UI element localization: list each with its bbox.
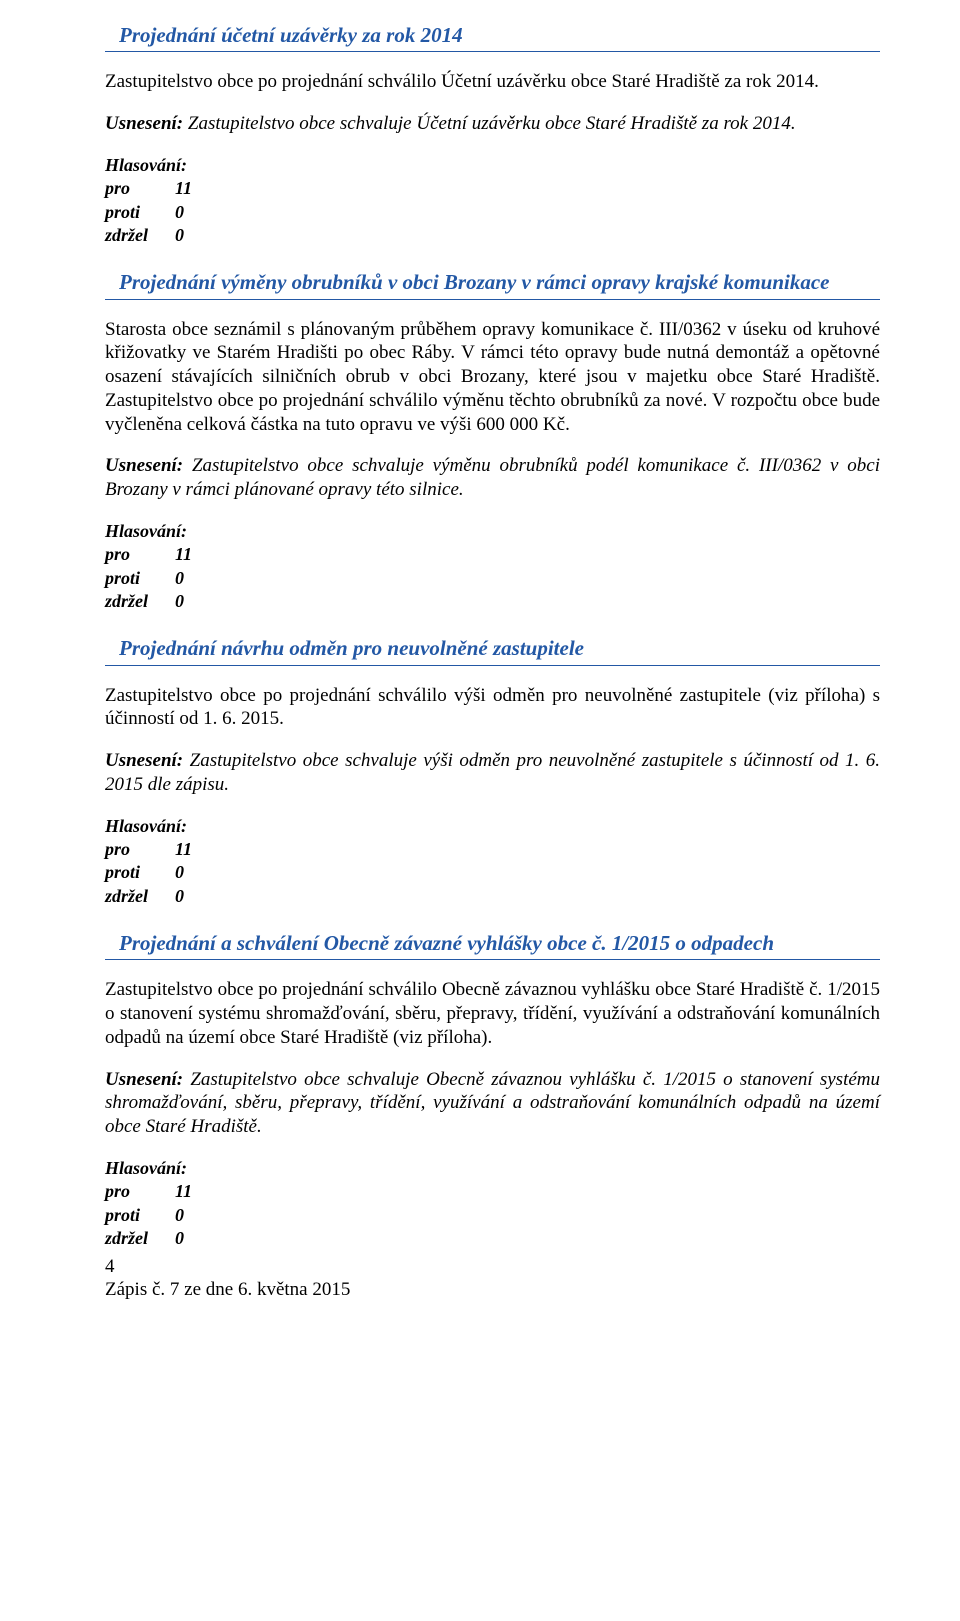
- hlasovani-proti-label: proti: [105, 567, 175, 590]
- hlasovani-pro-value: 11: [175, 1181, 192, 1201]
- hlasovani-zdrzel-value: 0: [175, 886, 184, 906]
- usneseni-text: Zastupitelstvo obce schvaluje výměnu obr…: [105, 455, 880, 500]
- hlasovani-pro-value: 11: [175, 178, 192, 198]
- hlasovani-title: Hlasování:: [105, 1157, 880, 1180]
- hlasovani-zdrzel-label: zdržel: [105, 590, 175, 613]
- section-heading: Projednání účetní uzávěrky za rok 2014: [105, 22, 880, 52]
- hlasovani-zdrzel-value: 0: [175, 225, 184, 245]
- hlasovani-proti-value: 0: [175, 202, 184, 222]
- usneseni-text: Zastupitelstvo obce schvaluje výši odměn…: [105, 750, 880, 795]
- footer-line: Zápis č. 7 ze dne 6. května 2015: [105, 1278, 880, 1302]
- hlasovani-zdrzel-label: zdržel: [105, 1227, 175, 1250]
- hlasovani-pro-value: 11: [175, 544, 192, 564]
- hlasovani-block: Hlasování: pro11 proti0 zdržel0: [105, 1157, 880, 1251]
- hlasovani-proti-value: 0: [175, 862, 184, 882]
- hlasovani-block: Hlasování: pro11 proti0 zdržel0: [105, 815, 880, 909]
- usneseni-label: Usnesení:: [105, 750, 183, 771]
- usneseni-block: Usnesení: Zastupitelstvo obce schvaluje …: [105, 454, 880, 502]
- hlasovani-proti-value: 0: [175, 568, 184, 588]
- document-page: Projednání účetní uzávěrky za rok 2014 Z…: [0, 0, 960, 1342]
- hlasovani-pro-label: pro: [105, 838, 175, 861]
- page-number: 4: [105, 1255, 880, 1279]
- page-footer: 4 Zápis č. 7 ze dne 6. května 2015: [105, 1255, 880, 1303]
- hlasovani-proti-label: proti: [105, 201, 175, 224]
- hlasovani-zdrzel-value: 0: [175, 1228, 184, 1248]
- hlasovani-block: Hlasování: pro11 proti0 zdržel0: [105, 520, 880, 614]
- hlasovani-zdrzel-label: zdržel: [105, 885, 175, 908]
- hlasovani-pro-label: pro: [105, 177, 175, 200]
- hlasovani-title: Hlasování:: [105, 815, 880, 838]
- usneseni-block: Usnesení: Zastupitelstvo obce schvaluje …: [105, 1068, 880, 1139]
- section-paragraph: Starosta obce seznámil s plánovaným průb…: [105, 318, 880, 437]
- hlasovani-zdrzel-value: 0: [175, 591, 184, 611]
- usneseni-block: Usnesení: Zastupitelstvo obce schvaluje …: [105, 112, 880, 136]
- section-paragraph: Zastupitelstvo obce po projednání schvál…: [105, 684, 880, 732]
- hlasovani-pro-label: pro: [105, 1180, 175, 1203]
- section-heading: Projednání návrhu odměn pro neuvolněné z…: [105, 635, 880, 665]
- usneseni-label: Usnesení:: [105, 1069, 183, 1090]
- hlasovani-block: Hlasování: pro11 proti0 zdržel0: [105, 154, 880, 248]
- section-paragraph: Zastupitelstvo obce po projednání schvál…: [105, 70, 880, 94]
- section-paragraph: Zastupitelstvo obce po projednání schvál…: [105, 978, 880, 1049]
- hlasovani-pro-label: pro: [105, 543, 175, 566]
- section-heading: Projednání a schválení Obecně závazné vy…: [105, 930, 880, 960]
- hlasovani-proti-label: proti: [105, 1204, 175, 1227]
- hlasovani-title: Hlasování:: [105, 154, 880, 177]
- usneseni-block: Usnesení: Zastupitelstvo obce schvaluje …: [105, 749, 880, 797]
- hlasovani-title: Hlasování:: [105, 520, 880, 543]
- hlasovani-proti-value: 0: [175, 1205, 184, 1225]
- usneseni-text: Zastupitelstvo obce schvaluje Účetní uzá…: [188, 113, 796, 134]
- usneseni-text: Zastupitelstvo obce schvaluje Obecně záv…: [105, 1069, 880, 1138]
- usneseni-label: Usnesení:: [105, 455, 183, 476]
- hlasovani-pro-value: 11: [175, 839, 192, 859]
- section-heading: Projednání výměny obrubníků v obci Broza…: [105, 269, 880, 299]
- hlasovani-proti-label: proti: [105, 861, 175, 884]
- usneseni-label: Usnesení:: [105, 113, 183, 134]
- hlasovani-zdrzel-label: zdržel: [105, 224, 175, 247]
